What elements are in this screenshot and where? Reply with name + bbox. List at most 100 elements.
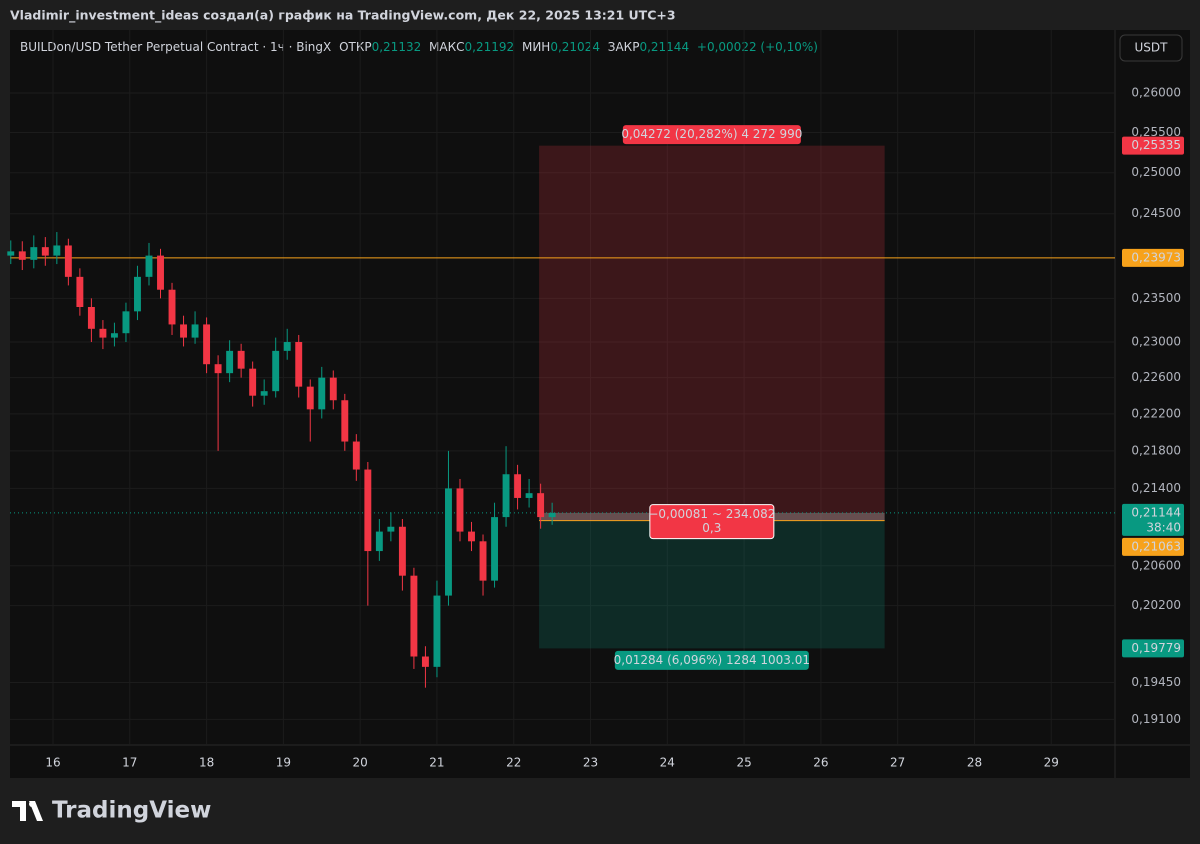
legend: BUILDon/USD Tether Perpetual Contract · … [20, 40, 818, 54]
candle-body [122, 311, 130, 334]
candle-body [421, 656, 429, 667]
candle-body [375, 531, 383, 552]
line-price-badge [1122, 248, 1184, 267]
candle-body [433, 595, 441, 667]
candle-body [226, 350, 234, 374]
currency[interactable]: USDT [1135, 41, 1169, 55]
symbol: BUILDon/USD Tether Perpetual Contract · … [20, 40, 331, 54]
candle-body [514, 474, 522, 498]
x-tick-label: 26 [813, 756, 828, 770]
target-price: 0,19779 [1131, 641, 1181, 655]
candle-body [329, 377, 337, 401]
last-price-badge [1122, 503, 1184, 536]
current-text: −0,00081 ~ 234.082 [648, 507, 775, 521]
current-text-box [649, 504, 775, 540]
candle-body [99, 328, 107, 338]
candle-body [157, 255, 164, 290]
x-tick-label: 18 [199, 756, 214, 770]
countdown: 38:40 [1146, 520, 1181, 534]
line-price: 0,23973 [1131, 250, 1181, 264]
last-price: 0,21144 [1131, 505, 1181, 519]
stop-text-box [622, 125, 801, 145]
ohlc-label: МАКС [429, 40, 464, 54]
ohlc-value: 0,21192 [465, 40, 515, 54]
candle-body [41, 247, 49, 256]
y-tick-label: 0,21400 [1131, 481, 1181, 495]
x-tick-label: 25 [736, 756, 751, 770]
y-tick-label: 0,20600 [1131, 558, 1181, 572]
y-tick-label: 0,22200 [1131, 406, 1181, 420]
candle-body [180, 324, 187, 338]
x-tick-label: 17 [122, 756, 137, 770]
current-text: 0,3 [702, 521, 721, 535]
candle-body [283, 342, 291, 351]
currency-button[interactable] [1119, 34, 1183, 62]
brand: TradingView [52, 798, 211, 824]
candle-body [87, 307, 95, 329]
candle-body [387, 526, 395, 532]
candle-body [352, 441, 360, 470]
x-tick-label: 19 [276, 756, 291, 770]
candle-body [318, 377, 326, 410]
candle-body [110, 333, 118, 338]
candle-body [468, 531, 475, 542]
candle-body [491, 517, 498, 581]
y-tick-label: 0,23500 [1131, 291, 1181, 305]
candle-body [64, 245, 72, 277]
entry-price-badge [1122, 537, 1184, 556]
candle-body [203, 324, 211, 365]
candle-body [410, 575, 418, 657]
candle-body [445, 488, 452, 596]
y-tick-label: 0,19450 [1131, 675, 1181, 689]
header: Vladimir_investment_ideas создал(а) граф… [10, 8, 676, 24]
target-zone [539, 520, 885, 649]
ohlc-label: МИН [522, 40, 550, 54]
candle-body [53, 245, 61, 256]
candle-body [237, 350, 245, 369]
x-tick-label: 20 [353, 756, 368, 770]
x-tick-label: 21 [429, 756, 444, 770]
stop-text: 0,04272 (20,282%) 4 272 990 [621, 127, 802, 141]
candle-body [145, 255, 153, 277]
candle-body [214, 364, 222, 374]
y-tick-label: 0,19100 [1131, 712, 1181, 726]
candle-body [191, 324, 199, 338]
candle-body [7, 251, 15, 256]
x-tick-label: 23 [583, 756, 598, 770]
change: +0,00022 (+0,10%) [697, 40, 818, 54]
stop-price: 0,25335 [1131, 138, 1181, 152]
x-tick-label: 16 [45, 756, 60, 770]
brand-logo [12, 801, 43, 821]
y-tick-label: 0,26000 [1131, 86, 1181, 100]
candle-body [30, 247, 38, 260]
target-text: 0,01284 (6,096%) 1284 1003.01 [614, 653, 810, 667]
candle-body [168, 289, 176, 325]
y-tick-label: 0,24500 [1131, 206, 1181, 220]
target-text-box [614, 650, 809, 670]
ohlc-value: 0,21132 [372, 40, 422, 54]
ohlc-label: ЗАКР [608, 40, 640, 54]
candle-body [341, 400, 349, 442]
ohlc-label: ОТКР [339, 40, 372, 54]
candle-body [18, 251, 26, 260]
y-tick-label: 0,23000 [1131, 335, 1181, 349]
candle-body [295, 342, 303, 387]
ohlc-value: 0,21144 [639, 40, 689, 54]
candle-body [249, 368, 257, 396]
target-price-badge [1122, 639, 1184, 658]
candle-body [548, 512, 556, 518]
logo-dot [29, 801, 35, 807]
candle-body [272, 350, 280, 392]
candle-body [364, 469, 372, 552]
candle-body [456, 488, 464, 532]
x-tick-label: 28 [967, 756, 982, 770]
ohlc-value: 0,21024 [550, 40, 600, 54]
candle-body [479, 541, 487, 581]
candle-body [537, 493, 545, 518]
candle-body [76, 276, 84, 308]
candle-body [260, 391, 268, 396]
stop-price-badge [1122, 136, 1184, 155]
candle-body [525, 493, 533, 498]
